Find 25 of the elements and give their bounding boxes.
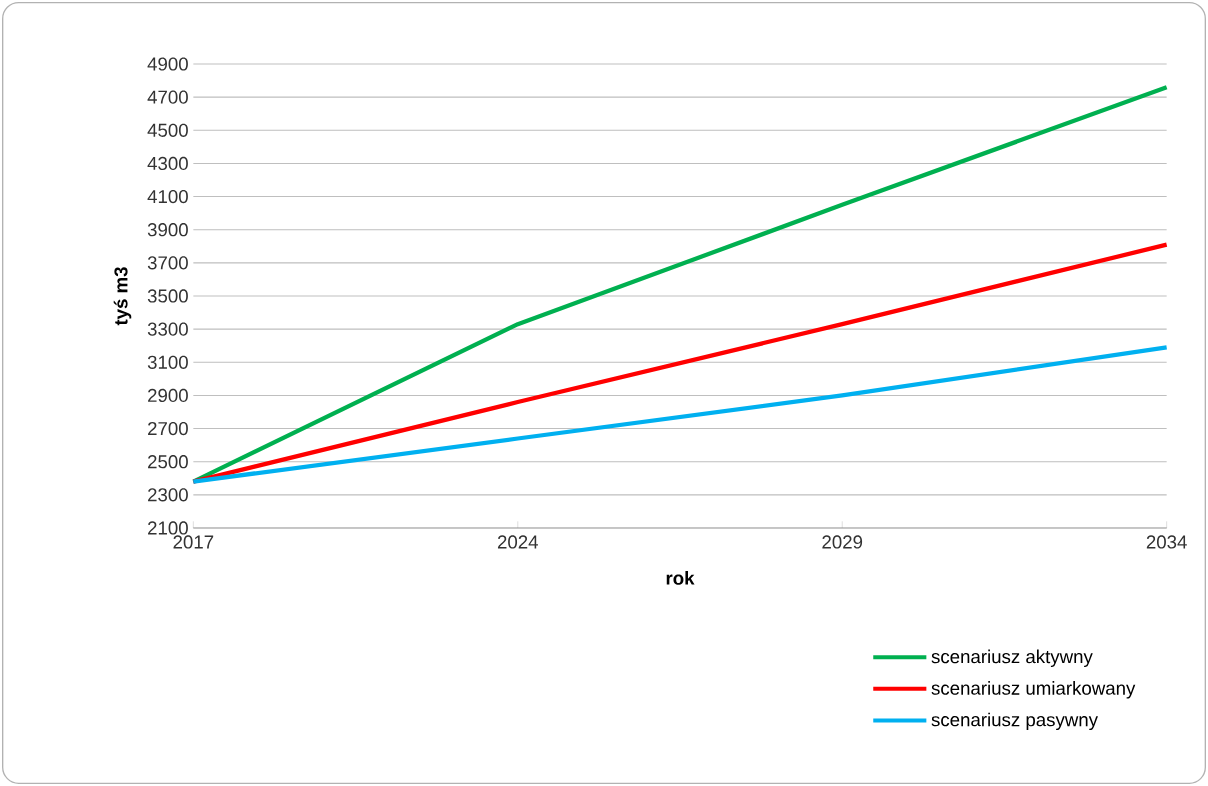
- y-tick-label: 3500: [147, 289, 188, 303]
- x-tick-label: 2024: [497, 535, 538, 549]
- y-tick-label: 4300: [147, 156, 188, 171]
- y-tick-label: 3700: [147, 256, 188, 270]
- y-tick-label: 3100: [147, 355, 188, 369]
- y-axis-title: tyś m3: [113, 267, 132, 326]
- x-axis-title: rok: [666, 571, 695, 585]
- x-tick-label: 2029: [822, 535, 863, 549]
- legend-label: scenariusz pasywny: [931, 712, 1098, 731]
- y-tick-label: 2500: [148, 455, 188, 469]
- x-tick-label: 2034: [1146, 535, 1187, 549]
- legend-label: scenariusz aktywny: [931, 649, 1093, 667]
- y-tick-label: 4900: [147, 57, 188, 71]
- y-tick-label: 2900: [148, 388, 188, 403]
- y-tick-label: 3300: [147, 322, 188, 336]
- y-tick-label: 4100: [147, 189, 188, 204]
- y-tick-label: 2100: [148, 521, 188, 535]
- x-tick-label: 2017: [173, 535, 214, 549]
- legend-label: scenariusz umiarkowany: [931, 681, 1136, 699]
- y-tick-label: 2300: [148, 488, 188, 502]
- line-series: [191, 345, 1169, 484]
- y-tick-label: 2700: [148, 421, 188, 436]
- y-tick-label: 4500: [147, 123, 188, 137]
- y-tick-label: 4700: [147, 90, 188, 104]
- y-tick-label: 3900: [147, 223, 188, 237]
